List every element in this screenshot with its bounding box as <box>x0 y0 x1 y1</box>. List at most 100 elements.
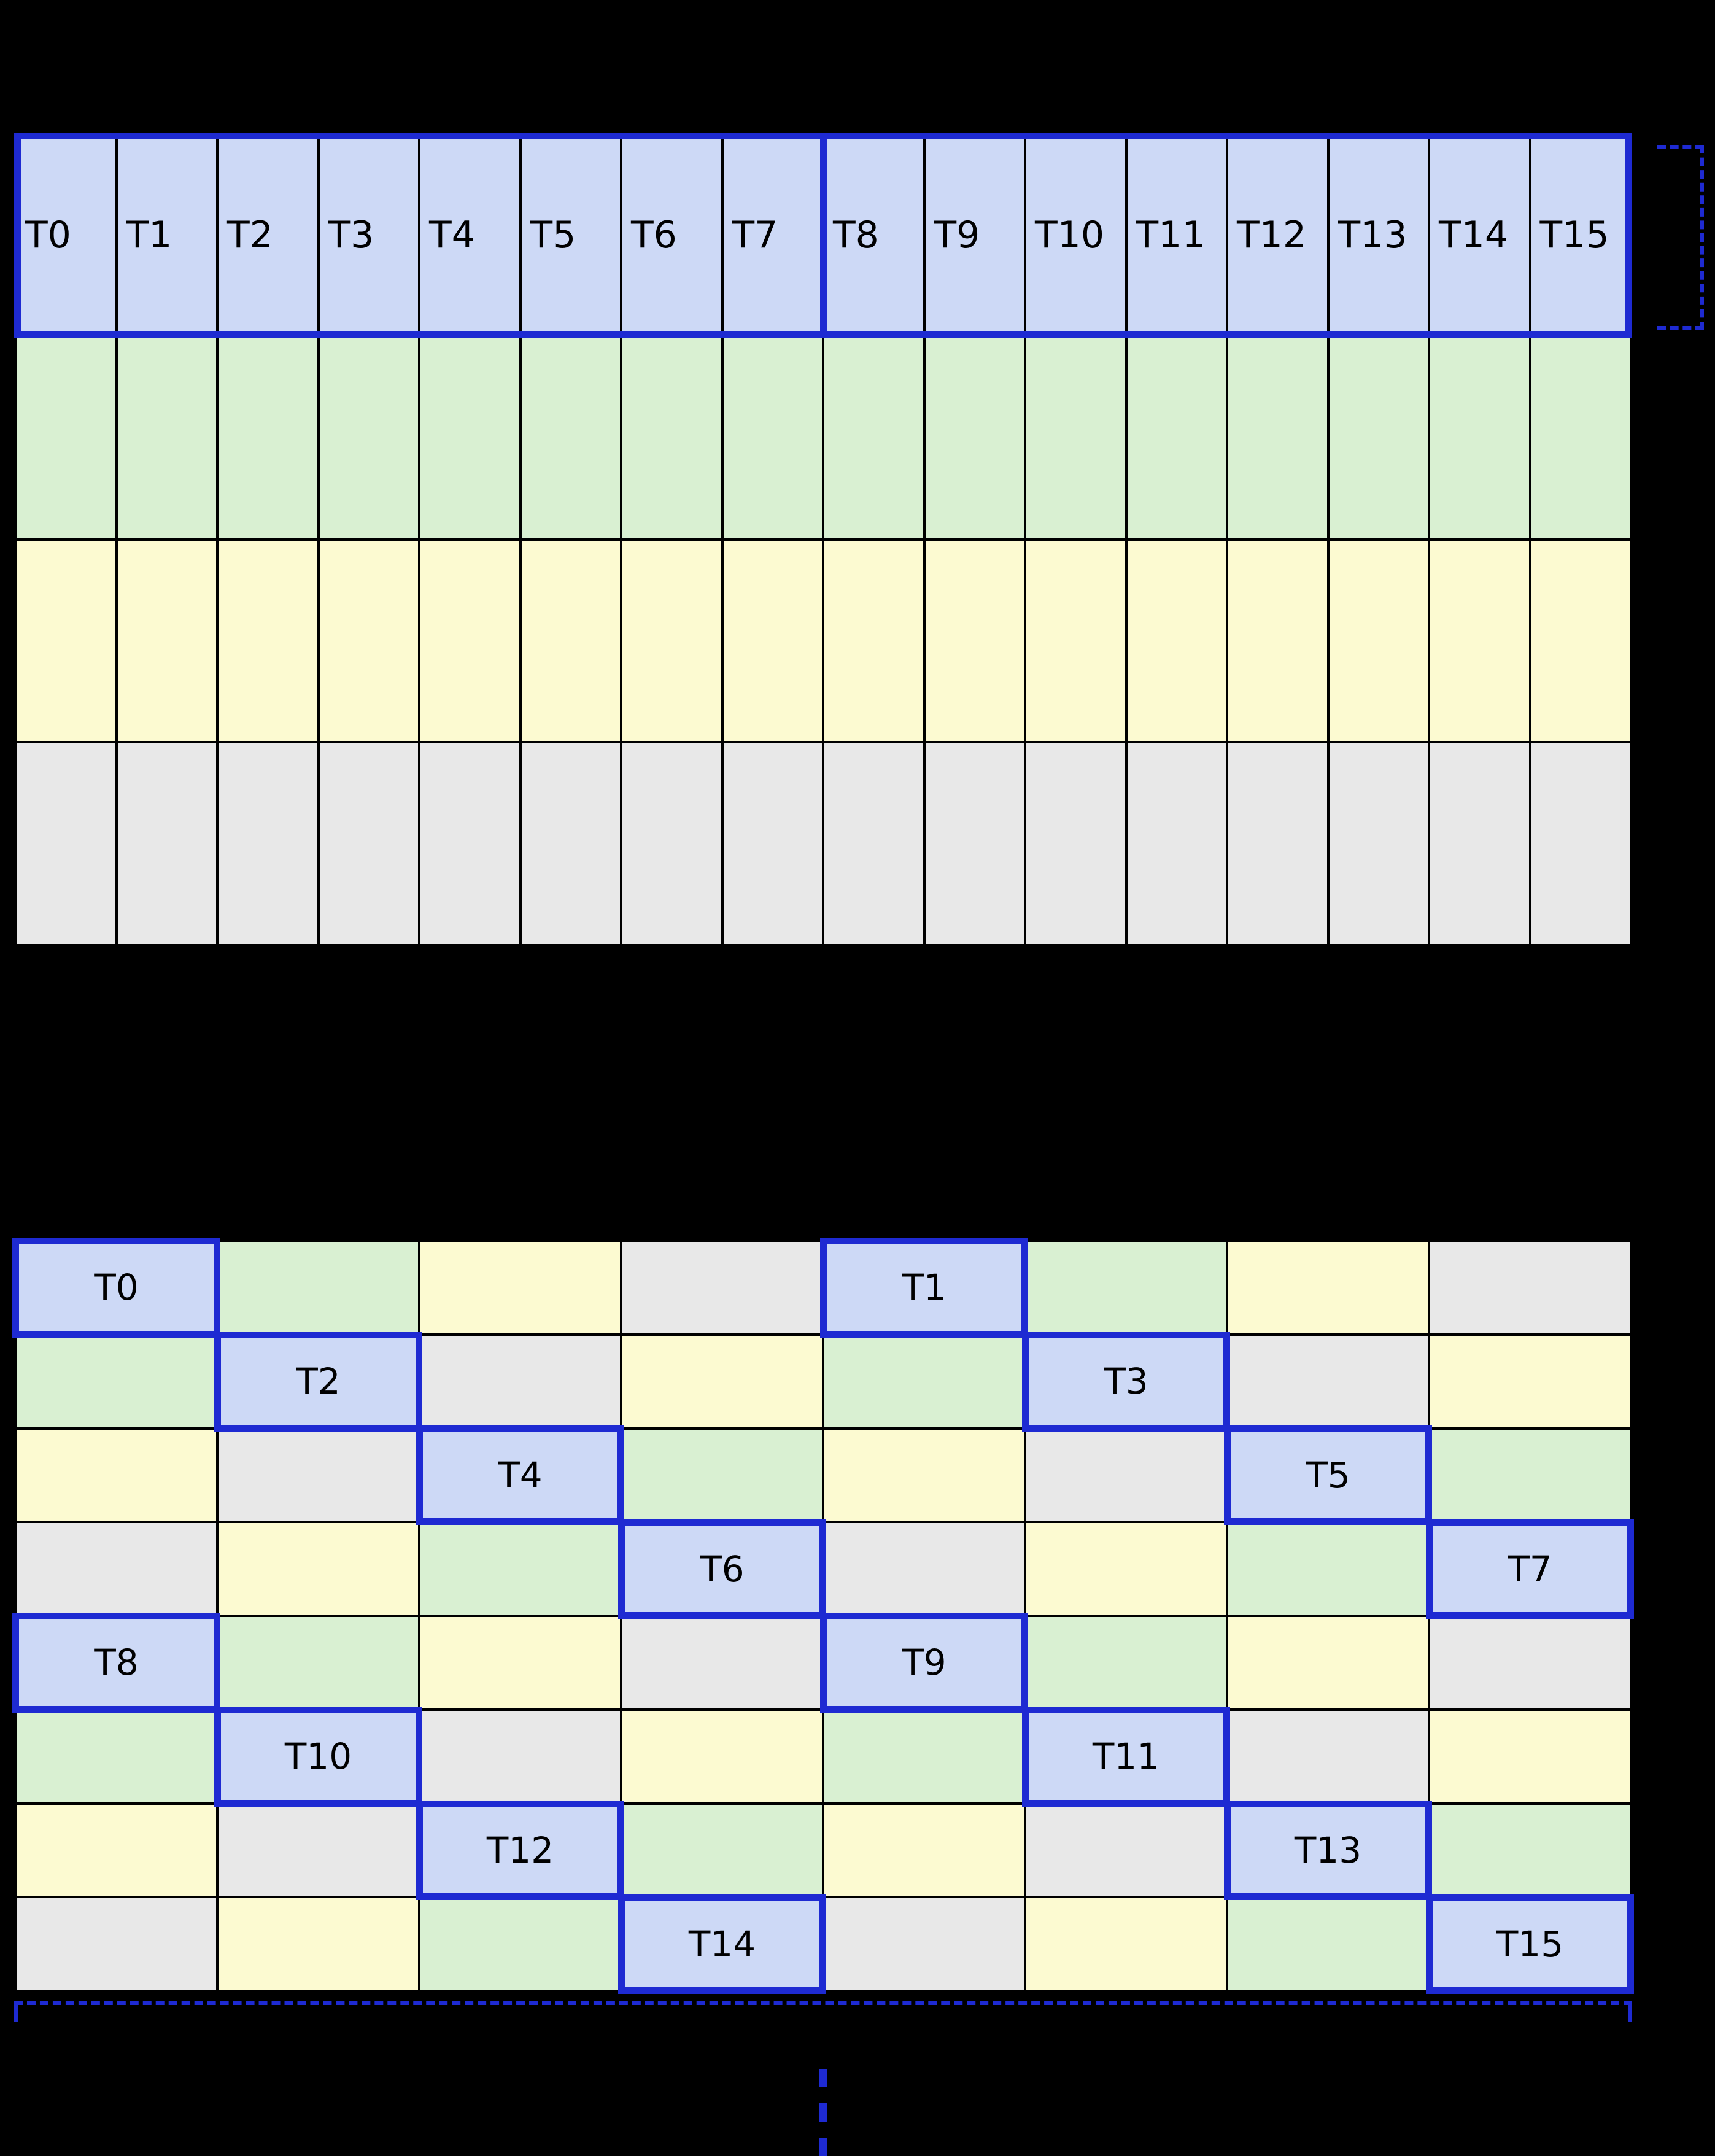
memory-cell <box>925 743 1024 944</box>
memory-cell <box>1329 540 1428 741</box>
memory-cell <box>1228 540 1327 741</box>
thread-cell: T3 <box>1022 1331 1230 1432</box>
thread-label: T14 <box>688 1923 756 1965</box>
memory-cell <box>1430 743 1529 944</box>
thread-label: T1 <box>126 214 172 257</box>
memory-cell <box>925 338 1024 538</box>
memory-cell <box>420 1523 620 1615</box>
thread-label: T4 <box>498 1454 543 1496</box>
memory-cell <box>1531 743 1630 944</box>
thread-cell: T10 <box>214 1706 422 1807</box>
memory-cell <box>1430 1335 1630 1427</box>
thread-cell: T4 <box>420 135 519 336</box>
thread-label: T13 <box>1294 1829 1362 1871</box>
continuation-dot <box>819 2069 827 2087</box>
thread-cell: T6 <box>622 135 721 336</box>
thread-cell: T10 <box>1026 135 1125 336</box>
memory-cell <box>1430 1429 1630 1521</box>
thread-label: T0 <box>94 1266 139 1309</box>
memory-cell <box>17 1804 216 1896</box>
memory-cell <box>17 743 115 944</box>
memory-cell <box>622 1429 822 1521</box>
memory-cell <box>117 338 216 538</box>
memory-cell <box>1127 540 1226 741</box>
thread-cell: T6 <box>618 1519 826 1619</box>
thread-cell: T0 <box>12 1238 220 1338</box>
thread-cell: T2 <box>219 135 317 336</box>
thread-label: T15 <box>1539 214 1609 257</box>
thread-label: T15 <box>1496 1923 1564 1965</box>
memory-cell <box>17 1710 216 1802</box>
memory-cell <box>824 338 923 538</box>
bottom-table: T0 T1 T2 T3 T4 T5 T6 T7 T8 T9 T10 T11 T12 T13 T14 T15 <box>12 1238 1634 1994</box>
thread-cell: T11 <box>1127 135 1226 336</box>
thread-cell: T14 <box>1430 135 1529 336</box>
thread-cell: T5 <box>1224 1425 1432 1525</box>
thread-cell: T1 <box>117 135 216 336</box>
memory-cell <box>219 1429 418 1521</box>
memory-cell <box>1026 743 1125 944</box>
memory-cell <box>1430 540 1529 741</box>
memory-cell <box>1531 338 1630 538</box>
memory-cell <box>521 743 620 944</box>
thread-label: T2 <box>296 1360 341 1403</box>
memory-cell <box>1026 338 1125 538</box>
memory-cell <box>1228 1242 1428 1333</box>
thread-cell: T3 <box>319 135 418 336</box>
memory-cell <box>1228 1898 1428 1990</box>
thread-label: T0 <box>25 214 71 257</box>
thread-label: T10 <box>1035 214 1104 257</box>
memory-cell <box>1127 743 1226 944</box>
memory-cell <box>219 338 317 538</box>
thread-label: T7 <box>732 214 778 257</box>
thread-label: T5 <box>1306 1454 1350 1496</box>
memory-cell <box>824 1710 1024 1802</box>
memory-cell <box>1026 1429 1226 1521</box>
memory-cell <box>1228 1523 1428 1615</box>
memory-cell <box>622 743 721 944</box>
memory-cell <box>824 540 923 741</box>
memory-cell <box>622 540 721 741</box>
memory-cell <box>1228 1617 1428 1708</box>
top-table: T0 T1 T2 T3 T4 T5 T6 T7 T8 T9 T10 T11 T12 T13 T14 T15 <box>14 133 1632 946</box>
memory-cell <box>1430 1617 1630 1708</box>
memory-cell <box>420 1898 620 1990</box>
thread-cell: T15 <box>1531 135 1630 336</box>
thread-label: T13 <box>1338 214 1407 257</box>
memory-cell <box>1228 1335 1428 1427</box>
thread-row-bracket <box>1657 145 1704 330</box>
thread-cell: T2 <box>214 1331 422 1432</box>
thread-label: T11 <box>1092 1735 1160 1778</box>
memory-cell <box>622 1335 822 1427</box>
memory-cell <box>319 540 418 741</box>
memory-cell <box>925 540 1024 741</box>
thread-label: T14 <box>1439 214 1508 257</box>
memory-cell <box>1228 338 1327 538</box>
memory-cell <box>824 1523 1024 1615</box>
thread-label: T7 <box>1508 1548 1552 1590</box>
memory-cell <box>521 540 620 741</box>
thread-cell: T9 <box>820 1613 1028 1713</box>
memory-cell <box>1026 1523 1226 1615</box>
thread-label: T9 <box>902 1642 947 1684</box>
thread-cell: T12 <box>416 1800 624 1900</box>
memory-cell <box>1026 540 1125 741</box>
thread-cell: T15 <box>1426 1894 1634 1994</box>
thread-label: T8 <box>94 1642 139 1684</box>
memory-cell <box>1026 1242 1226 1333</box>
thread-label: T6 <box>700 1548 745 1590</box>
memory-cell <box>824 1804 1024 1896</box>
memory-cell <box>420 1335 620 1427</box>
memory-cell <box>17 338 115 538</box>
thread-label: T1 <box>902 1266 947 1309</box>
thread-cell: T13 <box>1329 135 1428 336</box>
memory-cell <box>17 540 115 741</box>
memory-cell <box>420 743 519 944</box>
bottom-table-bracket <box>14 2001 1632 2022</box>
memory-cell <box>824 743 923 944</box>
memory-cell <box>219 1804 418 1896</box>
thread-label: T12 <box>1237 214 1306 257</box>
thread-label: T2 <box>227 214 273 257</box>
memory-cell <box>117 743 216 944</box>
